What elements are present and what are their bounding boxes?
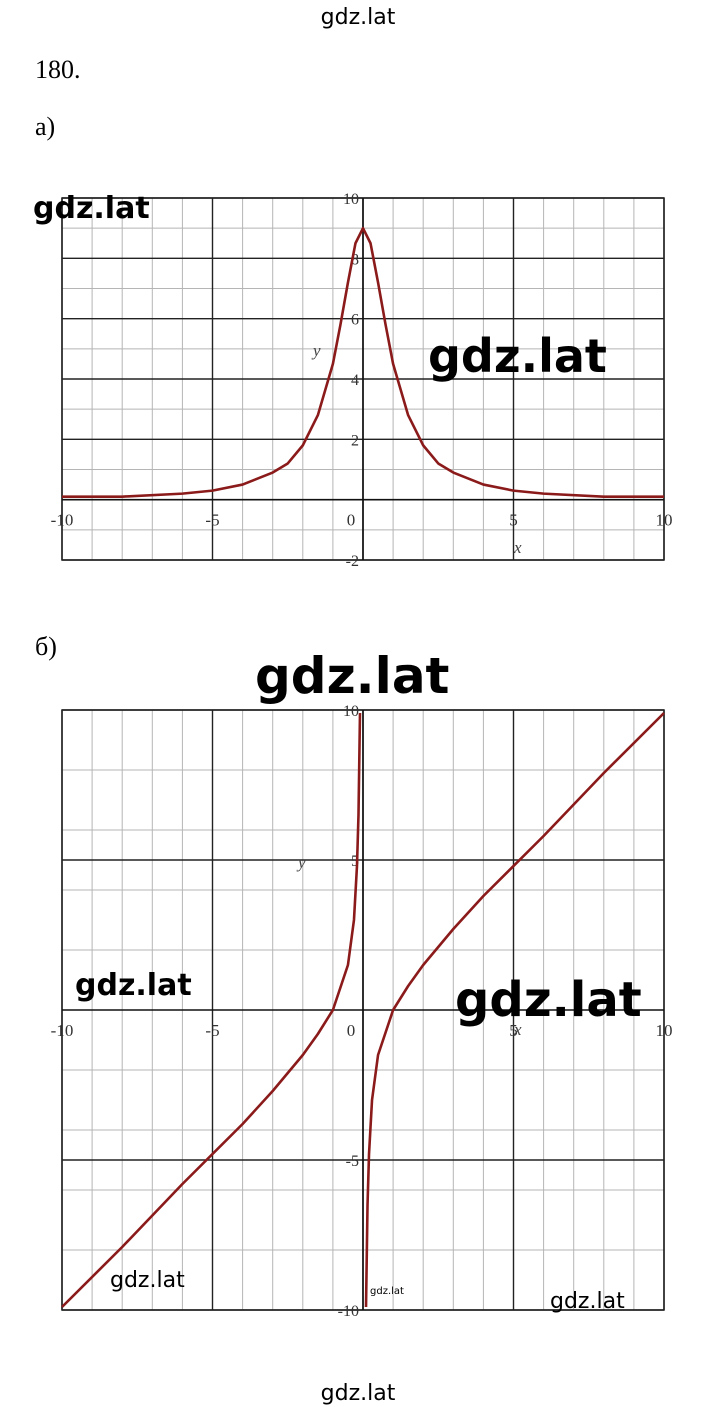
x-axis-label: x xyxy=(513,1020,522,1039)
y-tick-label: 6 xyxy=(351,312,359,329)
x-tick-label: 5 xyxy=(509,1021,518,1040)
watermark: gdz.lat xyxy=(33,191,150,226)
watermark: gdz.lat xyxy=(75,968,192,1003)
y-tick-label: -2 xyxy=(346,553,359,570)
x-axis-label: x xyxy=(513,538,522,557)
y-tick-label: 10 xyxy=(343,703,359,720)
watermark: gdz.lat xyxy=(255,647,449,705)
watermark: gdz.lat xyxy=(110,1268,185,1293)
y-tick-label: -10 xyxy=(338,1303,359,1320)
curve xyxy=(61,712,665,1308)
x-tick-label: 5 xyxy=(509,511,518,530)
x-tick-label: 10 xyxy=(656,1021,673,1040)
y-tick-label: 2 xyxy=(351,432,359,449)
x-tick-label: 0 xyxy=(347,1021,356,1040)
y-axis-label: y xyxy=(311,341,321,360)
watermark: gdz.lat xyxy=(370,1286,404,1297)
x-tick-label: -5 xyxy=(205,511,219,530)
watermark: gdz.lat xyxy=(550,1289,625,1314)
y-tick-label: 8 xyxy=(351,251,359,268)
part-label: а) xyxy=(35,112,55,141)
y-tick-label: 4 xyxy=(351,372,359,389)
x-tick-label: -10 xyxy=(51,511,74,530)
x-tick-label: 10 xyxy=(656,511,673,530)
x-tick-label: 0 xyxy=(347,511,356,530)
y-tick-label: 10 xyxy=(343,191,359,208)
y-tick-label: -5 xyxy=(346,1153,359,1170)
watermark: gdz.lat xyxy=(455,972,642,1028)
x-tick-label: -5 xyxy=(205,1021,219,1040)
y-axis-label: y xyxy=(296,853,306,872)
x-tick-label: -10 xyxy=(51,1021,74,1040)
footer: gdz.lat xyxy=(321,1381,396,1406)
part-label: б) xyxy=(35,632,57,661)
watermark: gdz.lat xyxy=(428,329,607,383)
header: gdz.lat xyxy=(321,5,396,30)
curve xyxy=(62,226,664,498)
problem-number: 180. xyxy=(35,55,81,84)
y-tick-label: 5 xyxy=(351,853,359,870)
